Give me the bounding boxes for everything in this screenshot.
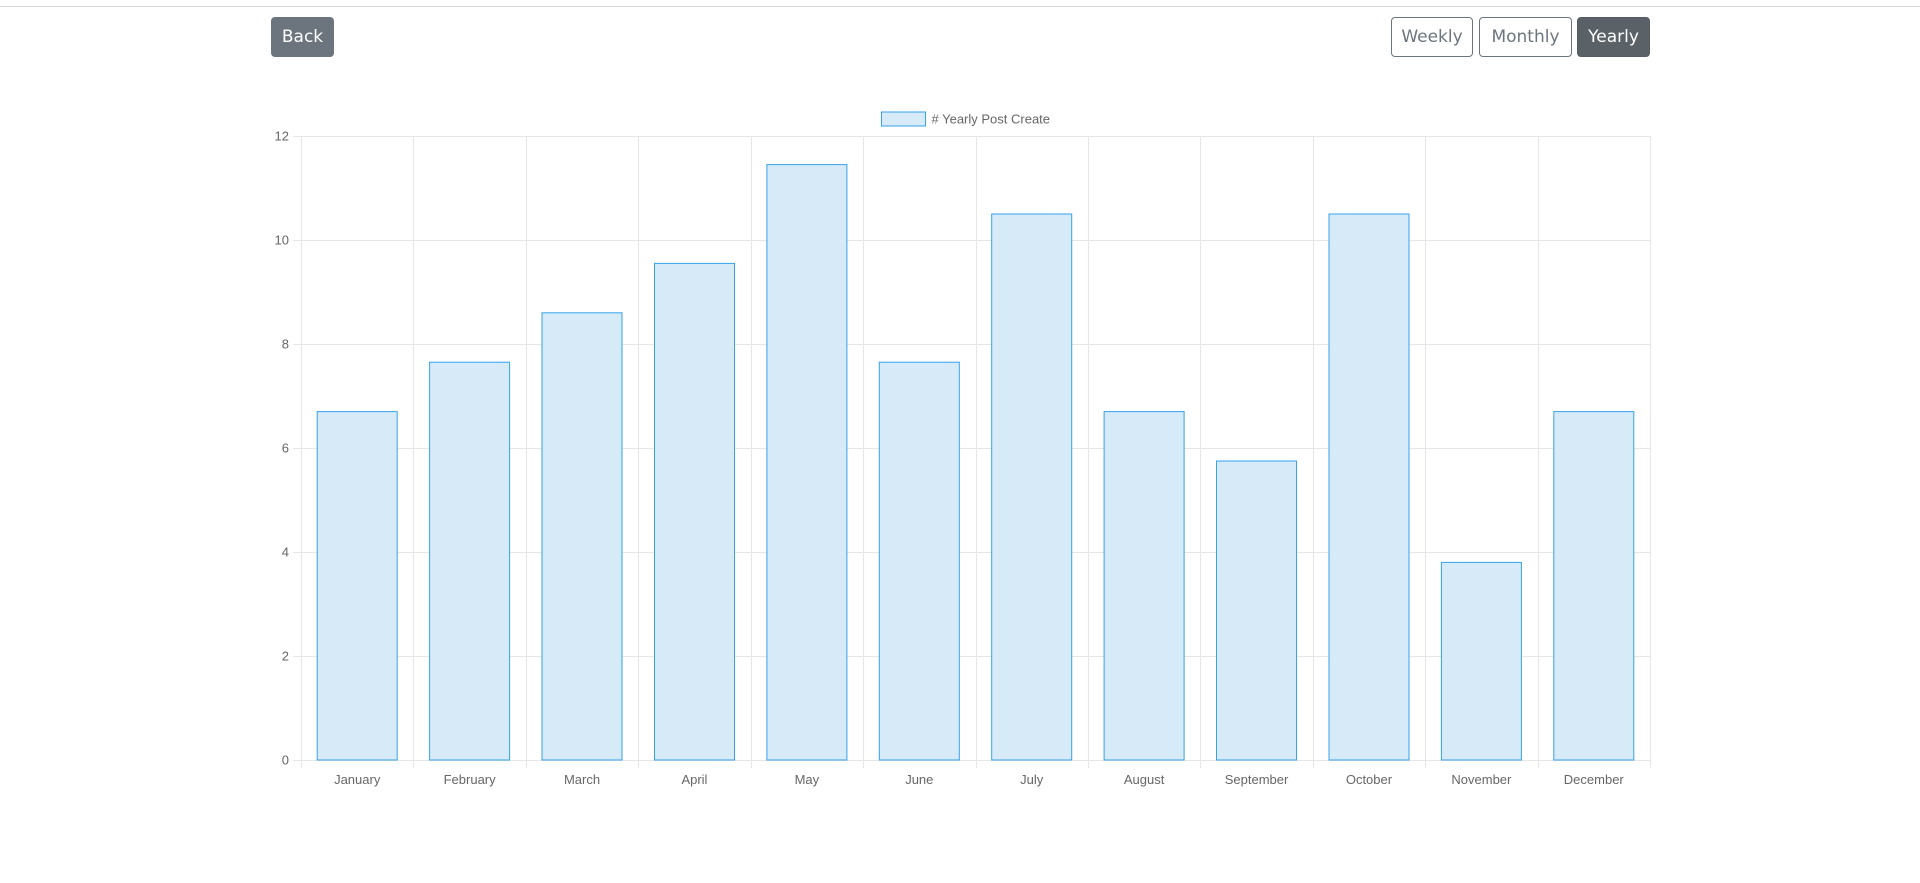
bar-december (1553, 411, 1635, 761)
back-button[interactable]: Back (271, 17, 334, 57)
weekly-button[interactable]: Weekly (1391, 17, 1473, 57)
x-tick-label: February (444, 772, 497, 787)
yearly-button[interactable]: Yearly (1577, 17, 1650, 57)
bar-july (991, 213, 1073, 761)
top-divider (0, 6, 1920, 7)
x-tick-label: July (1020, 772, 1044, 787)
legend-swatch (881, 111, 926, 127)
bar-september (1216, 460, 1297, 761)
y-tick-label: 10 (275, 233, 289, 248)
y-tick-label: 2 (282, 649, 289, 664)
monthly-button[interactable]: Monthly (1479, 17, 1572, 57)
bar-january (316, 411, 398, 761)
y-tick-label: 8 (282, 337, 289, 352)
y-tick-label: 0 (282, 753, 289, 768)
bar-august (1103, 411, 1185, 761)
x-tick-label: March (564, 772, 600, 787)
x-tick-label: September (1225, 772, 1289, 787)
x-tick-label: October (1346, 772, 1393, 787)
x-tick-label: December (1564, 772, 1625, 787)
bar-june (878, 361, 960, 761)
bar-april (654, 262, 735, 761)
bar-october (1328, 213, 1410, 761)
y-tick-label: 4 (282, 545, 289, 560)
x-tick-label: November (1451, 772, 1512, 787)
y-tick-label: 6 (282, 441, 289, 456)
bar-november (1440, 561, 1522, 761)
x-tick-label: May (795, 772, 820, 787)
bar-march (541, 312, 623, 761)
x-tick-label: January (334, 772, 381, 787)
y-tick-label: 12 (275, 129, 289, 144)
bar-february (429, 361, 511, 761)
legend-label: # Yearly Post Create (932, 112, 1051, 127)
bar-may (766, 164, 848, 761)
x-tick-label: August (1124, 772, 1165, 787)
x-tick-label: April (681, 772, 707, 787)
x-tick-label: June (905, 772, 933, 787)
